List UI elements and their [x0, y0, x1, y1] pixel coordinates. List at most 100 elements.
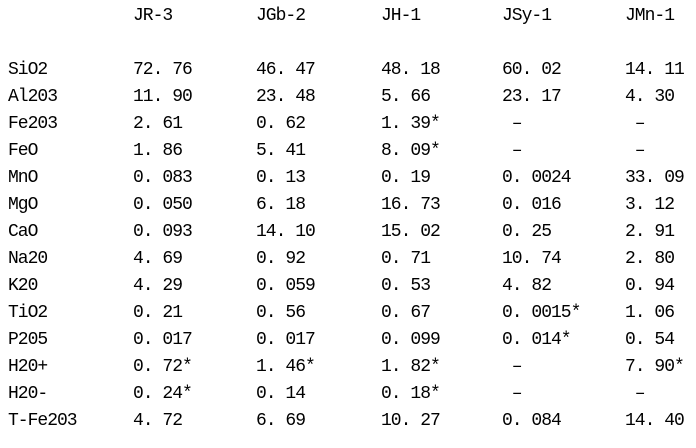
table-cell: 11. 90: [133, 87, 193, 107]
table-cell: 5. 66: [381, 87, 431, 107]
table-cell: –: [502, 114, 523, 134]
table-cell: 60. 02: [502, 60, 562, 80]
table-cell: 0. 53: [381, 276, 431, 296]
table-row-tio2: TiO2 0. 21 0. 56 0. 67 0. 0015* 1. 06: [0, 300, 696, 327]
table-cell: 0. 083: [133, 168, 193, 188]
table-cell: 48. 18: [381, 60, 441, 80]
table-cell: 0. 21: [133, 303, 183, 323]
table-cell: 14. 40: [625, 411, 685, 431]
table-cell: 0. 19: [381, 168, 431, 188]
table-cell: 0. 014*: [502, 330, 572, 350]
table-header-row: JR-3 JGb-2 JH-1 JSy-1 JMn-1: [0, 3, 696, 30]
table-cell: 16. 73: [381, 195, 441, 215]
row-label: SiO2: [8, 60, 48, 80]
table-cell: 4. 72: [133, 411, 183, 431]
table-cell: 10. 74: [502, 249, 562, 269]
table-cell: 1. 82*: [381, 357, 441, 377]
table-cell: 0. 093: [133, 222, 193, 242]
table-cell: 0. 050: [133, 195, 193, 215]
column-header-jmn-1: JMn-1: [625, 6, 675, 26]
table-cell: 2. 61: [133, 114, 183, 134]
table-row-p2o5: P205 0. 017 0. 017 0. 099 0. 014* 0. 54: [0, 327, 696, 354]
table-cell: 0. 18*: [381, 384, 441, 404]
table-row-cao: CaO 0. 093 14. 10 15. 02 0. 25 2. 91: [0, 219, 696, 246]
column-header-jsy-1: JSy-1: [502, 6, 552, 26]
table-cell: 1. 06: [625, 303, 675, 323]
table-row-fe2o3: Fe203 2. 61 0. 62 1. 39* – –: [0, 111, 696, 138]
table-row-na2o: Na20 4. 69 0. 92 0. 71 10. 74 2. 80: [0, 246, 696, 273]
table-cell: 0. 71: [381, 249, 431, 269]
row-label: H20-: [8, 384, 48, 404]
table-cell: 4. 29: [133, 276, 183, 296]
table-cell: 1. 86: [133, 141, 183, 161]
table-cell: 46. 47: [256, 60, 316, 80]
table-cell: 23. 48: [256, 87, 316, 107]
table-cell: 0. 25: [502, 222, 552, 242]
table-cell: 14. 10: [256, 222, 316, 242]
table-cell: 4. 30: [625, 87, 675, 107]
table-cell: 0. 67: [381, 303, 431, 323]
table-cell: 0. 94: [625, 276, 675, 296]
table-cell: 14. 11: [625, 60, 685, 80]
table-cell: 0. 099: [381, 330, 441, 350]
table-cell: 4. 69: [133, 249, 183, 269]
table-cell: 0. 24*: [133, 384, 193, 404]
table-row-feo: FeO 1. 86 5. 41 8. 09* – –: [0, 138, 696, 165]
table-cell: 3. 12: [625, 195, 675, 215]
table-cell: –: [502, 384, 523, 404]
table-cell: –: [625, 141, 646, 161]
table-cell: 2. 80: [625, 249, 675, 269]
table-cell: 0. 72*: [133, 357, 193, 377]
table-cell: 0. 0024: [502, 168, 572, 188]
table-row-mno: MnO 0. 083 0. 13 0. 19 0. 0024 33. 09: [0, 165, 696, 192]
table-cell: 0. 13: [256, 168, 306, 188]
table-row-mgo: MgO 0. 050 6. 18 16. 73 0. 016 3. 12: [0, 192, 696, 219]
column-header-jh-1: JH-1: [381, 6, 421, 26]
row-label: H20+: [8, 357, 48, 377]
table-cell: 0. 92: [256, 249, 306, 269]
table-cell: 7. 90*: [625, 357, 685, 377]
table-cell: 8. 09*: [381, 141, 441, 161]
row-label: K20: [8, 276, 38, 296]
table-cell: 15. 02: [381, 222, 441, 242]
column-header-jgb-2: JGb-2: [256, 6, 306, 26]
row-label: TiO2: [8, 303, 48, 323]
table-cell: –: [625, 114, 646, 134]
row-label: MnO: [8, 168, 38, 188]
row-label: FeO: [8, 141, 38, 161]
table-cell: 1. 39*: [381, 114, 441, 134]
table-cell: 33. 09: [625, 168, 685, 188]
table-row-h2o-plus: H20+ 0. 72* 1. 46* 1. 82* – 7. 90*: [0, 354, 696, 381]
table-cell: –: [625, 384, 646, 404]
table-cell: 0. 54: [625, 330, 675, 350]
table-cell: 23. 17: [502, 87, 562, 107]
table-cell: 0. 017: [256, 330, 316, 350]
row-label: Fe203: [8, 114, 58, 134]
table-cell: 6. 69: [256, 411, 306, 431]
row-label: CaO: [8, 222, 38, 242]
table-cell: 0. 084: [502, 411, 562, 431]
row-label: Na20: [8, 249, 48, 269]
table-cell: 0. 017: [133, 330, 193, 350]
table-row-sio2: SiO2 72. 76 46. 47 48. 18 60. 02 14. 11: [0, 57, 696, 84]
table-cell: 2. 91: [625, 222, 675, 242]
table-cell: 0. 059: [256, 276, 316, 296]
table-cell: 0. 016: [502, 195, 562, 215]
row-label: MgO: [8, 195, 38, 215]
table-row-h2o-minus: H20- 0. 24* 0. 14 0. 18* – –: [0, 381, 696, 408]
table-row-t-fe2o3: T-Fe203 4. 72 6. 69 10. 27 0. 084 14. 40: [0, 408, 696, 435]
table-cell: 72. 76: [133, 60, 193, 80]
table-row-k2o: K20 4. 29 0. 059 0. 53 4. 82 0. 94: [0, 273, 696, 300]
table-cell: –: [502, 141, 523, 161]
table-row-al2o3: Al203 11. 90 23. 48 5. 66 23. 17 4. 30: [0, 84, 696, 111]
row-label: Al203: [8, 87, 58, 107]
table-cell: 5. 41: [256, 141, 306, 161]
table-cell: 1. 46*: [256, 357, 316, 377]
table-cell: 0. 62: [256, 114, 306, 134]
table-cell: 0. 56: [256, 303, 306, 323]
table-cell: 6. 18: [256, 195, 306, 215]
row-label: P205: [8, 330, 48, 350]
row-label: T-Fe203: [8, 411, 78, 431]
table-cell: 4. 82: [502, 276, 552, 296]
